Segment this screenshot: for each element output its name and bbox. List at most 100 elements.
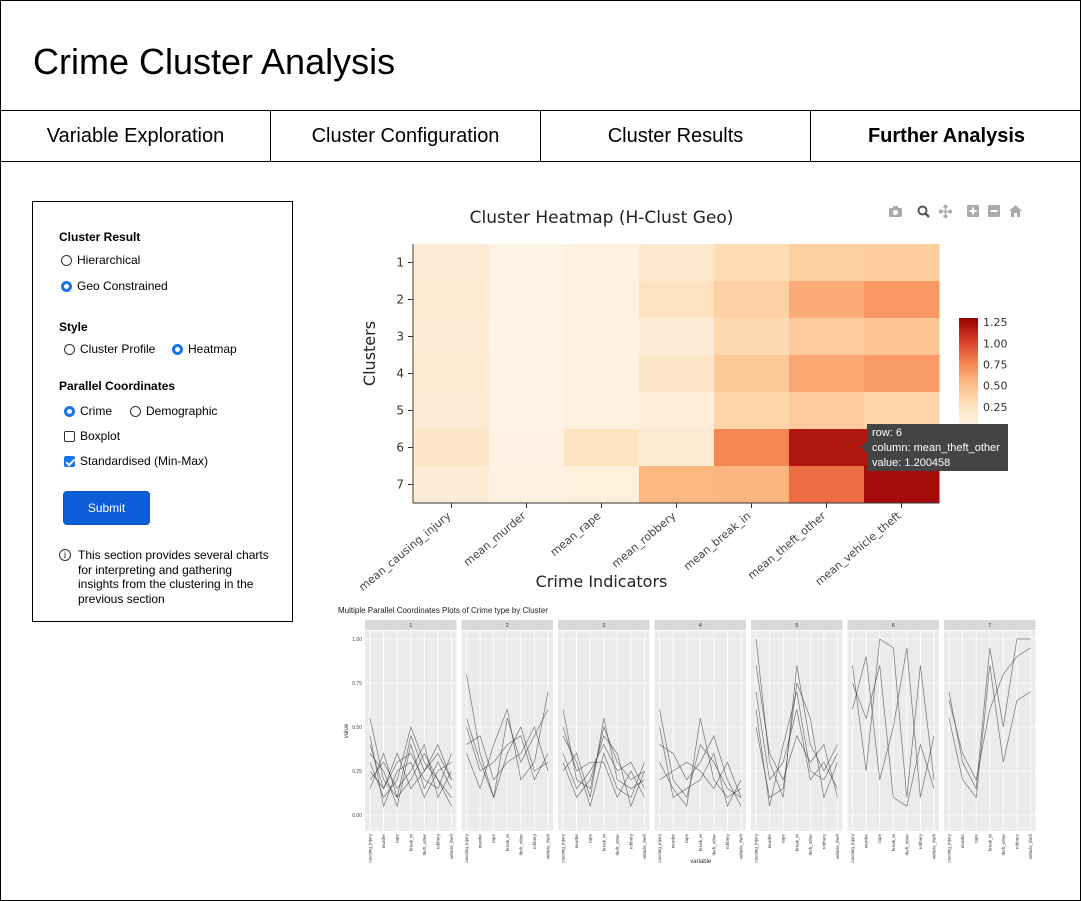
x-tick-label: causing_injury [850,833,855,863]
facet-strip [461,620,553,630]
x-tick-label: murder [671,834,676,849]
tab-variable-exploration[interactable]: Variable Exploration [1,111,271,161]
parallel-coordinates-heading: Parallel Coordinates [59,379,176,393]
x-tick-label: rape [588,834,593,844]
info-icon: i [59,549,71,561]
series-line [562,743,645,790]
facet-strip [944,620,1036,630]
x-tick-label: robbery [821,833,826,849]
x-tick-label: vehicle_theft [1028,833,1033,859]
series-line [755,665,838,798]
series-line [466,718,549,799]
heatmap-cell [864,244,940,282]
y-tick-label: 0.75 [352,681,362,687]
heatmap-cell [639,318,715,356]
heatmap-cell [414,318,490,356]
radio-heatmap[interactable]: Heatmap [172,342,237,356]
y-tick-label: 3 [396,330,404,344]
checkbox-boxplot[interactable]: Boxplot [64,429,120,443]
x-tick-label: robbery [725,833,730,849]
heatmap-cell [789,355,865,393]
tab-cluster-configuration[interactable]: Cluster Configuration [271,111,541,161]
tab-further-analysis[interactable]: Further Analysis [867,124,1026,147]
heatmap-cell [564,392,640,430]
home-icon[interactable] [1009,205,1022,217]
radio-circle-selected [172,343,183,355]
x-tick-label: mean_robbery [609,509,679,570]
camera-icon[interactable] [889,206,902,217]
page-title: Crime Cluster Analysis [33,41,396,82]
zoom-in-icon[interactable] [967,205,979,217]
heatmap-cell [564,429,640,467]
series-line [852,665,935,807]
tooltip-column: column: mean_theft_other [872,442,1000,454]
x-tick-label: theft_other [711,833,716,855]
x-tick-label: break_in [987,834,992,852]
x-axis-label: variable [690,859,712,865]
heatmap-cell [564,355,640,393]
facet-strip [365,620,457,630]
heatmap-cell [564,281,640,319]
y-tick-label: 1.00 [352,637,362,643]
series-line [659,718,742,808]
checkbox-label: Boxplot [80,429,121,443]
checkbox-standardised[interactable]: Standardised (Min-Max) [64,454,208,468]
heatmap-cell [714,318,790,356]
radio-circle [61,254,72,266]
parallel-coordinates-chart: Multiple Parallel Coordinates Plots of C… [338,606,1036,865]
zoom-icon[interactable] [917,205,930,218]
cluster-heatmap-chart[interactable]: Cluster Heatmap (H-Clust Geo) 1 2 3 4 5 6 7 mean… [341,196,1041,596]
zoom-out-icon[interactable] [988,205,1000,217]
series-line [562,735,645,808]
facet-strip [751,620,843,630]
heatmap-cell [639,392,715,430]
x-tick-label: break_in [698,834,703,852]
series-line [562,726,645,799]
heatmap-cell [639,244,715,282]
x-tick-label: vehicle_theft [546,833,551,859]
radio-geo-constrained[interactable]: Geo Constrained [61,279,168,293]
submit-button[interactable]: Submit [63,491,150,525]
radio-crime[interactable]: Crime [64,404,112,418]
radio-cluster-profile[interactable]: Cluster Profile [64,342,155,356]
series-line [369,743,452,799]
series-line [948,665,1031,799]
x-tick-label: causing_injury [657,833,662,863]
colorbar-tick-label: 0.25 [983,401,1008,414]
heatmap-cell [864,355,940,393]
series-line [369,743,452,790]
chart-title: Cluster Heatmap (H-Clust Geo) [470,208,734,228]
y-tick-label: 0.50 [352,725,362,731]
y-tick-label: 5 [396,404,404,418]
heatmap-cell [789,281,865,319]
heatmap-cell [489,281,565,319]
radio-circle-selected [61,280,72,292]
x-tick-label: break_in [408,834,413,852]
heatmap-cell [789,318,865,356]
heatmap-cell [714,429,790,467]
radio-label: Cluster Profile [80,342,156,356]
x-tick-label: theft_other [518,833,523,855]
series-line [755,691,838,789]
heatmap-cell [789,429,865,467]
series-line [562,709,645,790]
colorbar-tick-label: 0.50 [983,380,1008,393]
heatmap-cell [789,244,865,282]
x-tick-label: causing_injury [561,833,566,863]
pan-icon[interactable] [938,204,953,219]
heatmap-cell [714,244,790,282]
x-tick-label: mean_causing_injury [356,509,453,594]
x-tick-label: murder [381,834,386,849]
info-text: This section provides several charts for… [78,548,269,606]
radio-hierarchical[interactable]: Hierarchical [61,253,140,267]
series-line [755,682,838,799]
x-tick-label: rape [877,834,882,844]
radio-demographic[interactable]: Demographic [130,404,217,418]
x-tick-label: rape [974,834,979,844]
facet-strip [654,620,746,630]
tab-cluster-results[interactable]: Cluster Results [541,111,811,161]
series-line [852,638,935,798]
x-tick-label: vehicle_theft [642,833,647,859]
info-note: i This section provides several charts f… [59,548,274,606]
y-tick-label: 0.00 [352,813,362,819]
